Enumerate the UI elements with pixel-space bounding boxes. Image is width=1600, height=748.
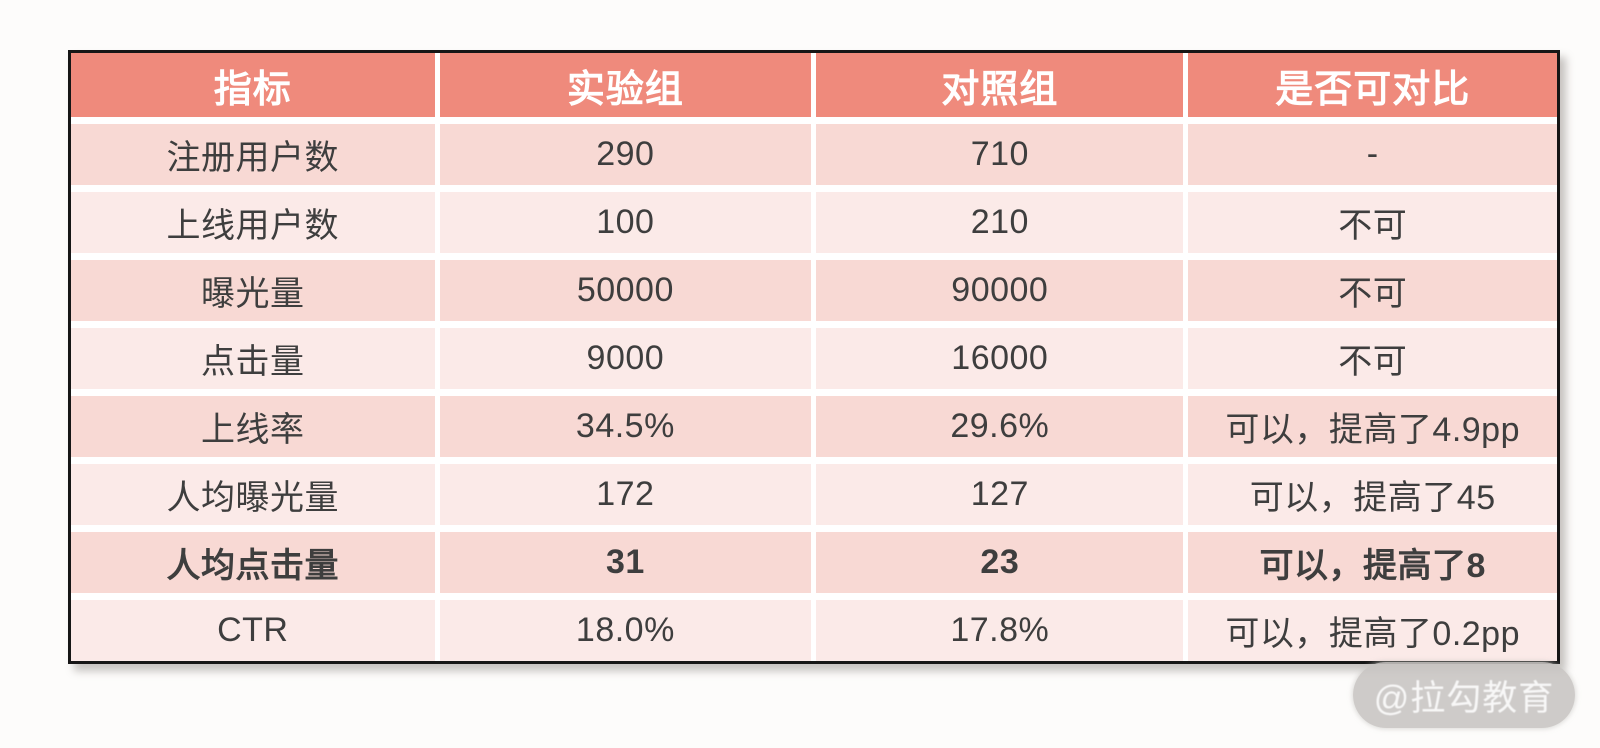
cell-metric: 注册用户数 xyxy=(71,124,440,192)
cell-comparable: - xyxy=(1188,124,1557,192)
cell-metric: 点击量 xyxy=(71,328,440,396)
cell-comparable: 可以，提高了8 xyxy=(1188,532,1557,600)
cell-comparable: 不可 xyxy=(1188,260,1557,328)
cell-control: 23 xyxy=(816,532,1189,600)
metrics-table-container: 指标 实验组 对照组 是否可对比 注册用户数 290 710- 上线用户数 100 210 不可曝… xyxy=(68,50,1560,664)
cell-control: 127 xyxy=(816,464,1189,532)
cell-metric: 人均曝光量 xyxy=(71,464,440,532)
cell-comparable: 不可 xyxy=(1188,192,1557,260)
table-row: 人均点击量 31 23 可以，提高了8 xyxy=(71,532,1557,600)
cell-experiment: 100 xyxy=(439,192,817,260)
column-header-2: 实验组 xyxy=(439,53,817,124)
cell-experiment: 34.5% xyxy=(439,396,817,464)
watermark-badge: @拉勾教育 xyxy=(1353,662,1575,728)
cell-control: 710 xyxy=(816,124,1189,192)
cell-experiment: 50000 xyxy=(439,260,817,328)
cell-experiment: 9000 xyxy=(439,328,817,396)
cell-control: 90000 xyxy=(816,260,1189,328)
cell-control: 29.6% xyxy=(816,396,1189,464)
cell-metric: 人均点击量 xyxy=(71,532,440,600)
table-body: 注册用户数 290 710- 上线用户数 100 210 不可 曝光量 50000 90000 不可… xyxy=(71,124,1557,661)
column-header-1: 指标 xyxy=(71,53,440,124)
cell-comparable: 不可 xyxy=(1188,328,1557,396)
header-row: 指标 实验组 对照组 是否可对比 xyxy=(71,53,1557,124)
table-row: 注册用户数 290 710- xyxy=(71,124,1557,192)
cell-metric: 上线率 xyxy=(71,396,440,464)
table-row: 点击量 9000 16000 不可 xyxy=(71,328,1557,396)
cell-control: 210 xyxy=(816,192,1189,260)
cell-comparable: 可以，提高了4.9pp xyxy=(1188,396,1557,464)
watermark-text: @拉勾教育 xyxy=(1373,678,1555,718)
cell-control: 17.8% xyxy=(816,600,1189,661)
cell-experiment: 172 xyxy=(439,464,817,532)
table-row: CTR 18.0% 17.8% 可以，提高了0.2pp xyxy=(71,600,1557,661)
cell-experiment: 290 xyxy=(439,124,817,192)
table-row: 人均曝光量 172 127 可以，提高了45 xyxy=(71,464,1557,532)
cell-metric: 曝光量 xyxy=(71,260,440,328)
table-row: 上线率 34.5% 29.6% 可以，提高了4.9pp xyxy=(71,396,1557,464)
cell-comparable: 可以，提高了45 xyxy=(1188,464,1557,532)
column-header-4: 是否可对比 xyxy=(1188,53,1557,124)
table-row: 上线用户数 100 210 不可 xyxy=(71,192,1557,260)
column-header-3: 对照组 xyxy=(816,53,1189,124)
cell-experiment: 31 xyxy=(439,532,817,600)
ab-test-metrics-table: 指标 实验组 对照组 是否可对比 注册用户数 290 710- 上线用户数 100 210 不可曝… xyxy=(68,50,1560,664)
cell-control: 16000 xyxy=(816,328,1189,396)
cell-metric: 上线用户数 xyxy=(71,192,440,260)
table-row: 曝光量 50000 90000 不可 xyxy=(71,260,1557,328)
cell-comparable: 可以，提高了0.2pp xyxy=(1188,600,1557,661)
cell-experiment: 18.0% xyxy=(439,600,817,661)
cell-metric: CTR xyxy=(71,600,440,661)
